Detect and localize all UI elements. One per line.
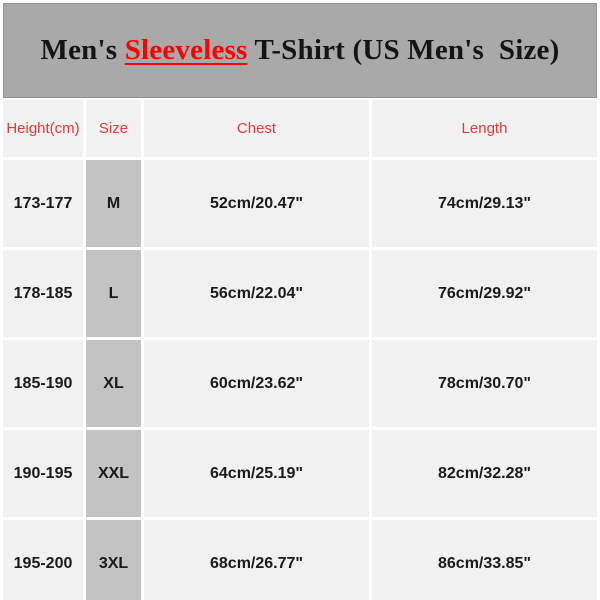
title-banner: Men's Sleeveless T-Shirt (US Men's Size): [3, 3, 597, 98]
height-cell: 185-190: [3, 340, 83, 427]
length-cell: 78cm/30.70": [372, 340, 597, 427]
height-cell: 178-185: [3, 250, 83, 337]
column-header-chest: Chest: [144, 100, 369, 157]
table-row: 195-200 3XL 68cm/26.77" 86cm/33.85": [3, 520, 597, 600]
length-cell: 86cm/33.85": [372, 520, 597, 600]
height-cell: 195-200: [3, 520, 83, 600]
size-cell: M: [86, 160, 141, 247]
height-cell: 173-177: [3, 160, 83, 247]
table-row: 173-177 M 52cm/20.47" 74cm/29.13": [3, 160, 597, 247]
column-header-size: Size: [86, 100, 141, 157]
column-header-height: Height(cm): [3, 100, 83, 157]
table-row: 190-195 XXL 64cm/25.19" 82cm/32.28": [3, 430, 597, 517]
length-cell: 74cm/29.13": [372, 160, 597, 247]
size-chart-table: Height(cm) Size Chest Length 173-177 M 5…: [0, 97, 600, 600]
height-cell: 190-195: [3, 430, 83, 517]
column-header-length: Length: [372, 100, 597, 157]
length-cell: 82cm/32.28": [372, 430, 597, 517]
chest-cell: 60cm/23.62": [144, 340, 369, 427]
size-cell: 3XL: [86, 520, 141, 600]
chest-cell: 56cm/22.04": [144, 250, 369, 337]
length-cell: 76cm/29.92": [372, 250, 597, 337]
table-row: 178-185 L 56cm/22.04" 76cm/29.92": [3, 250, 597, 337]
chest-cell: 64cm/25.19": [144, 430, 369, 517]
size-cell: L: [86, 250, 141, 337]
chest-cell: 52cm/20.47": [144, 160, 369, 247]
page-title-prefix: Men's: [40, 34, 125, 66]
header-row: Height(cm) Size Chest Length: [3, 100, 597, 157]
size-cell: XL: [86, 340, 141, 427]
page-title: Men's Sleeveless T-Shirt (US Men's Size): [41, 34, 560, 67]
page-title-suffix: T-Shirt (US Men's Size): [247, 34, 560, 66]
page-title-highlight: Sleeveless: [124, 34, 248, 66]
size-cell: XXL: [86, 430, 141, 517]
chest-cell: 68cm/26.77": [144, 520, 369, 600]
table-row: 185-190 XL 60cm/23.62" 78cm/30.70": [3, 340, 597, 427]
